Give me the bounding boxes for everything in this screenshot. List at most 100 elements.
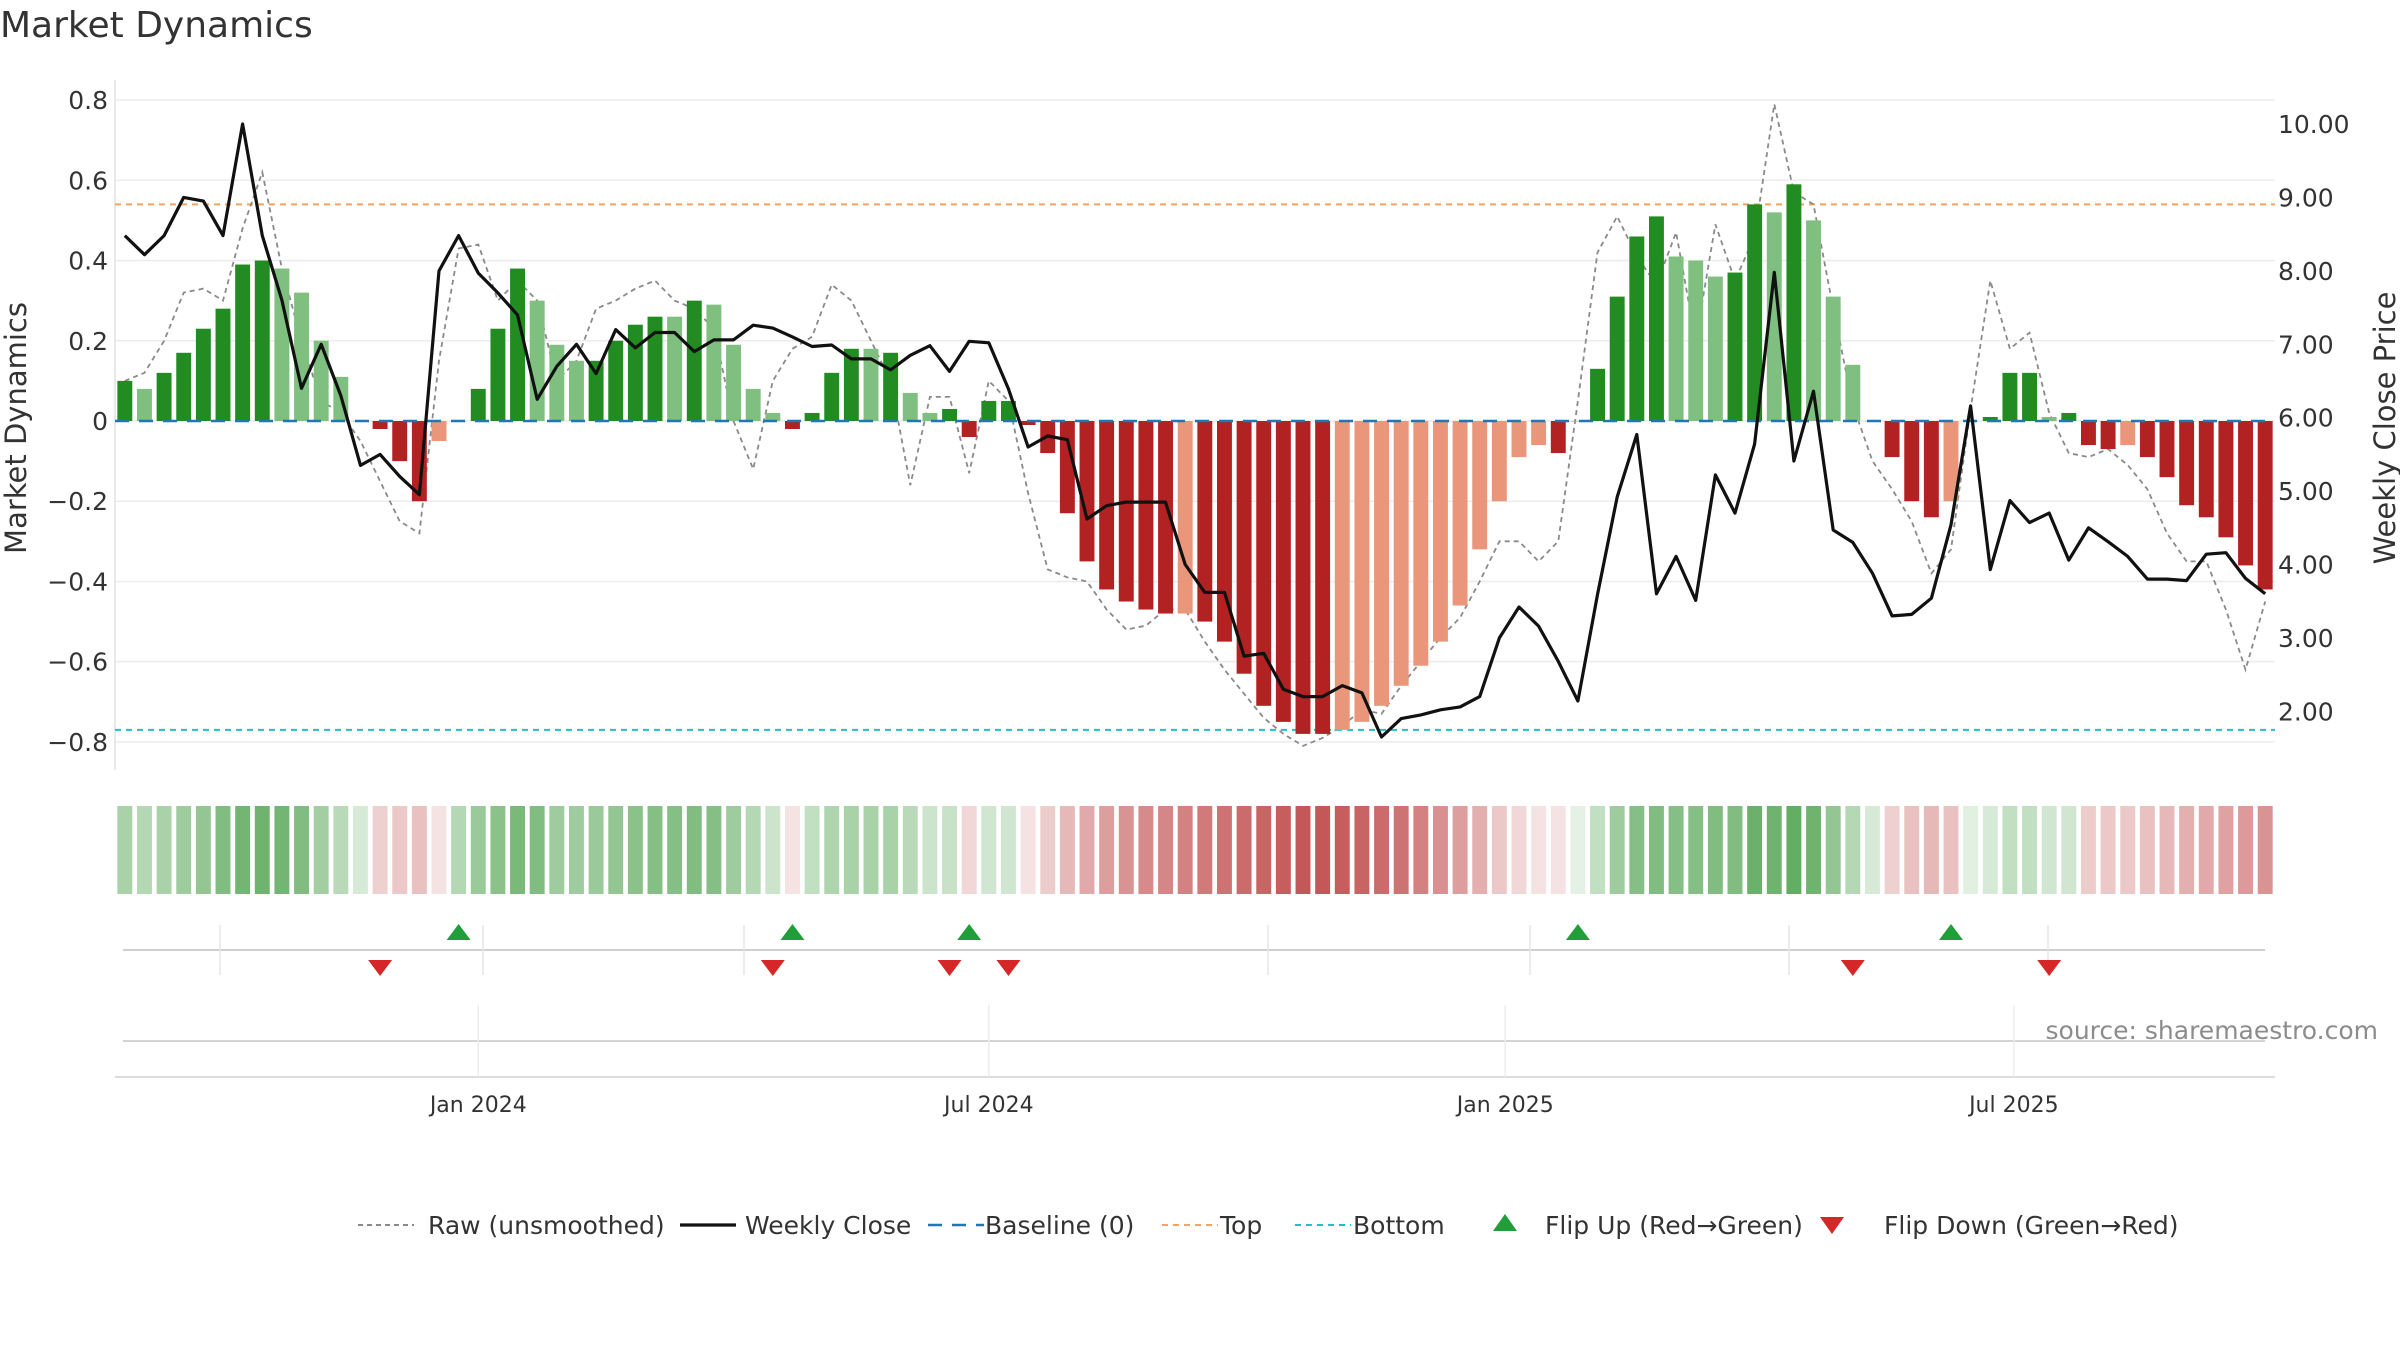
bar bbox=[1138, 420, 1154, 610]
heat-cell bbox=[2179, 806, 2195, 894]
heat-cell bbox=[843, 806, 859, 894]
bar bbox=[1197, 420, 1213, 622]
heat-cell bbox=[451, 806, 467, 894]
bar bbox=[156, 372, 172, 421]
bar bbox=[1472, 420, 1488, 550]
bar bbox=[1845, 364, 1861, 421]
bar bbox=[1059, 420, 1075, 514]
bottom-panel bbox=[115, 1040, 2275, 1078]
left-axis-ticks: 0.8 0.6 0.4 0.2 0 −0.2 −0.4 −0.6 −0.8 bbox=[47, 86, 108, 757]
x-axis-ticks: Jan 2024 Jul 2024 Jan 2025 Jul 2025 bbox=[428, 1005, 2059, 1118]
bar bbox=[2041, 416, 2057, 421]
heat-cell bbox=[470, 806, 486, 894]
heat-cell bbox=[2159, 806, 2175, 894]
heat-cell bbox=[1845, 806, 1861, 894]
bar bbox=[647, 316, 663, 421]
heat-cell bbox=[333, 806, 349, 894]
bar bbox=[2061, 412, 2077, 421]
bar bbox=[726, 344, 742, 421]
legend-label: Flip Down (Green→Red) bbox=[1884, 1211, 2179, 1240]
heat-cell bbox=[2139, 806, 2155, 894]
bar bbox=[2257, 420, 2273, 590]
heat-cell bbox=[1531, 806, 1547, 894]
heat-cell bbox=[981, 806, 997, 894]
bar bbox=[1393, 420, 1409, 686]
bar bbox=[2218, 420, 2234, 538]
bar bbox=[981, 400, 997, 421]
right-axis-ticks: 10.00 9.00 8.00 7.00 6.00 5.00 4.00 3.00 2.00 bbox=[2278, 110, 2350, 726]
bar bbox=[1609, 296, 1625, 421]
bar bbox=[922, 412, 938, 421]
heat-cell bbox=[1413, 806, 1429, 894]
heat-cell bbox=[1747, 806, 1763, 894]
heat-cell bbox=[1511, 806, 1527, 894]
bar bbox=[1550, 420, 1566, 454]
heat-cell bbox=[294, 806, 310, 894]
bar bbox=[431, 420, 447, 442]
heat-cell bbox=[352, 806, 368, 894]
bar bbox=[2159, 420, 2175, 478]
bar bbox=[1570, 420, 1586, 422]
weekly-close-line bbox=[123, 122, 2267, 739]
bar bbox=[529, 300, 545, 421]
right-tick-label: 2.00 bbox=[2278, 697, 2334, 726]
bar bbox=[1923, 420, 1939, 518]
heat-cell bbox=[1295, 806, 1311, 894]
bar bbox=[804, 412, 820, 421]
bar bbox=[1707, 276, 1723, 421]
x-tick-label: Jul 2025 bbox=[1967, 1093, 2059, 1118]
bar bbox=[1374, 420, 1390, 706]
bar bbox=[1236, 420, 1252, 674]
heat-cell bbox=[392, 806, 408, 894]
heat-cell bbox=[1982, 806, 1998, 894]
heat-cell bbox=[1315, 806, 1331, 894]
heat-cell bbox=[2198, 806, 2214, 894]
heat-cell bbox=[1668, 806, 1684, 894]
flip-up-marker bbox=[1939, 924, 1963, 940]
legend-label: Weekly Close bbox=[745, 1211, 911, 1240]
heat-cell bbox=[1452, 806, 1468, 894]
heat-cell bbox=[1727, 806, 1743, 894]
heat-cell bbox=[883, 806, 899, 894]
bar bbox=[549, 344, 565, 421]
heat-cell bbox=[195, 806, 211, 894]
bar bbox=[1491, 420, 1507, 502]
heat-cell bbox=[608, 806, 624, 894]
bar bbox=[392, 420, 408, 462]
heat-cell bbox=[961, 806, 977, 894]
heat-cell bbox=[254, 806, 270, 894]
source-label: source: sharemaestro.com bbox=[2046, 1016, 2379, 1045]
heat-cell bbox=[274, 806, 290, 894]
left-tick-label: −0.6 bbox=[47, 648, 108, 677]
heat-cell bbox=[1177, 806, 1193, 894]
bar bbox=[1413, 420, 1429, 666]
flip-down-marker bbox=[368, 960, 393, 976]
heat-cell bbox=[2080, 806, 2096, 894]
left-tick-label: −0.4 bbox=[47, 567, 108, 596]
bar bbox=[2139, 420, 2155, 458]
bar bbox=[490, 328, 506, 421]
legend-label: Baseline (0) bbox=[985, 1211, 1134, 1240]
bar bbox=[1943, 420, 1959, 502]
bar bbox=[294, 292, 310, 421]
bar bbox=[568, 360, 584, 421]
bar bbox=[1904, 420, 1920, 502]
heat-cell bbox=[372, 806, 388, 894]
bar bbox=[274, 268, 290, 421]
left-tick-label: 0 bbox=[92, 407, 108, 436]
heat-cell bbox=[215, 806, 231, 894]
bar bbox=[136, 388, 152, 421]
heat-cell bbox=[1629, 806, 1645, 894]
flip-panel bbox=[123, 924, 2265, 976]
bar bbox=[1825, 296, 1841, 421]
heat-cell bbox=[1943, 806, 1959, 894]
heat-strip bbox=[117, 806, 2273, 894]
legend-flip-up-marker bbox=[1493, 1214, 1517, 1231]
heat-cell bbox=[1963, 806, 1979, 894]
heat-cell bbox=[1688, 806, 1704, 894]
bar bbox=[215, 308, 231, 421]
bar bbox=[1511, 420, 1527, 458]
heat-cell bbox=[1825, 806, 1841, 894]
weekly-close-layer bbox=[123, 122, 2267, 739]
heat-cell bbox=[1904, 806, 1920, 894]
